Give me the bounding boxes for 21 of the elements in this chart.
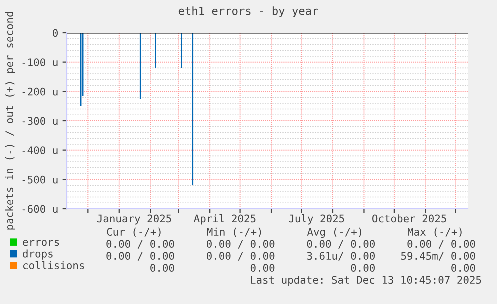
legend-label: errors: [23, 240, 60, 246]
x-tick-label: January 2025: [97, 214, 172, 225]
x-tick-label: October 2025: [372, 214, 446, 223]
text: 0.00 / 0.00 0.00 / 0.00 0.00 / 0.00 0.00 / 0.00: [106, 240, 476, 249]
y-tick-label: 0: [53, 29, 58, 38]
y-tick-label: -600 u: [22, 205, 58, 214]
y-tick-label: -200 u: [22, 88, 58, 96]
y-tick-label: -500 u: [22, 176, 58, 184]
text: Cur (-/+) Min (-/+) Avg (-/+) Max (-/+): [107, 228, 462, 238]
y-axis-title: packets in (-) / out (+) per second: [5, 12, 16, 230]
text: 0.00 / 0.00 0.00 / 0.00 3.61u/ 0.00 59.45m/ 0.00: [106, 252, 476, 261]
x-tick-label: April 2025: [194, 214, 256, 225]
legend-label: collisions: [23, 261, 84, 270]
y-tick-label: -300 u: [22, 117, 58, 126]
text: Last update: Sat Dec 13 10:45:07 2025: [251, 276, 482, 286]
y-tick-label: -100 u: [22, 58, 58, 66]
chart-title: eth1 errors - by year: [178, 6, 318, 18]
x-tick-label: July 2025: [289, 214, 344, 225]
y-tick-label: -400 u: [22, 146, 58, 154]
legend-label: drops: [23, 250, 53, 260]
text: 0.00 0.00 0.00 0.00: [150, 264, 476, 272]
